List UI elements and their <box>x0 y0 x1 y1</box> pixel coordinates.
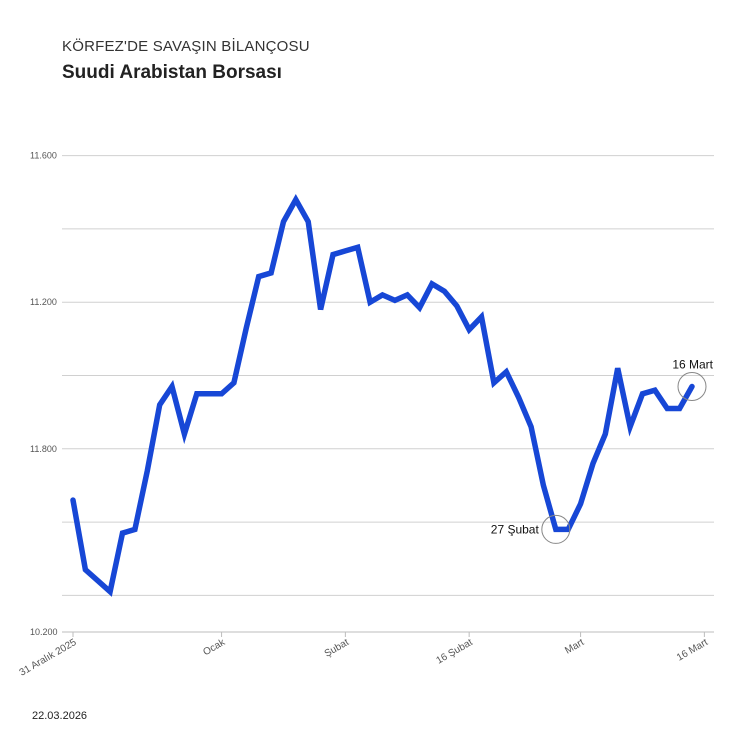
x-tick-label: Mart <box>563 637 586 657</box>
x-tick-label: 16 Mart <box>675 637 710 664</box>
x-tick-label: 31 Aralık 2025 <box>18 637 79 679</box>
publish-date: 22.03.2026 <box>32 710 88 722</box>
y-tick-label: 11.600 <box>30 151 57 161</box>
x-tick-label: Şubat <box>323 637 351 660</box>
y-tick-label: 11.800 <box>30 444 57 454</box>
y-tick-label: 10.200 <box>30 627 58 637</box>
annotation-label: 16 Mart <box>672 357 713 371</box>
y-tick-label: 11.200 <box>30 297 57 307</box>
x-tick-label: Ocak <box>201 637 228 659</box>
chart-kicker: KÖRFEZ'DE SAVAŞIN BİLANÇOSU <box>62 38 310 55</box>
series-line <box>70 193 695 597</box>
annotation-circle <box>541 514 571 544</box>
x-tick-label: 16 Şubat <box>434 637 474 667</box>
annotation-label: 27 Şubat <box>491 522 540 536</box>
annotation-circle <box>677 371 707 401</box>
chart-title: Suudi Arabistan Borsası <box>62 62 282 83</box>
